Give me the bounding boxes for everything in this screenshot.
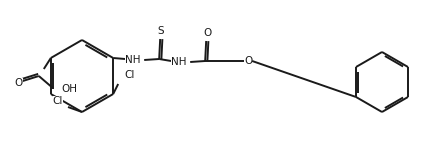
Text: O: O xyxy=(203,28,211,38)
Text: Cl: Cl xyxy=(124,70,135,80)
Text: Cl: Cl xyxy=(53,96,63,106)
Text: OH: OH xyxy=(62,84,78,94)
Text: O: O xyxy=(15,78,23,88)
Text: O: O xyxy=(244,56,252,66)
Text: S: S xyxy=(158,26,164,36)
Text: NH: NH xyxy=(125,55,141,65)
Text: NH: NH xyxy=(171,57,187,67)
